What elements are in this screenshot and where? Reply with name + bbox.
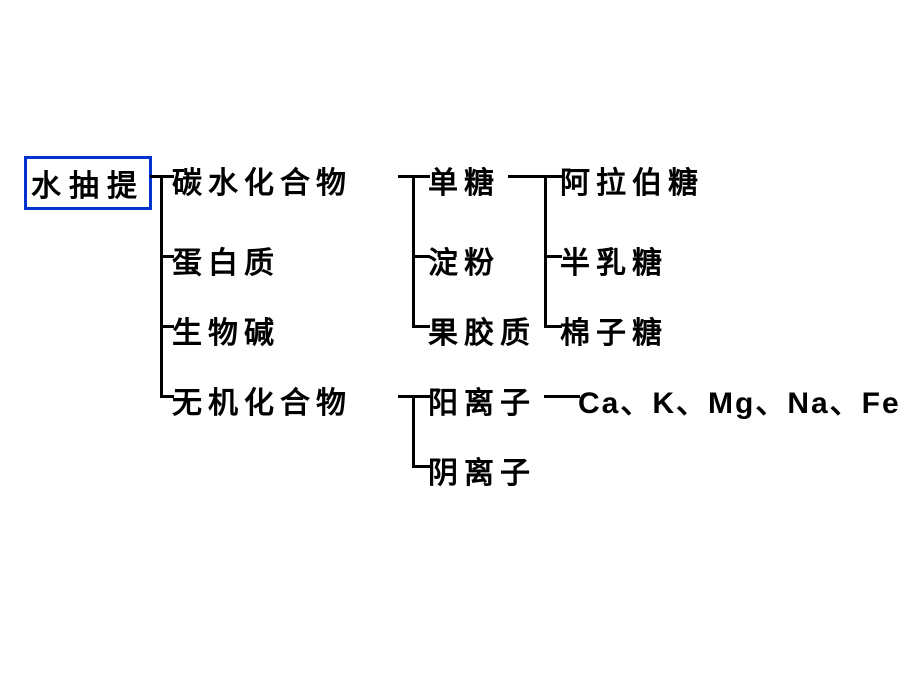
node-raffinose: 棉子糖 <box>560 308 668 352</box>
node-monosaccharide: 单糖 <box>428 158 500 202</box>
node-pectin: 果胶质 <box>428 308 536 352</box>
node-starch: 淀粉 <box>428 238 500 282</box>
tree-root: 水抽提 <box>24 156 152 210</box>
node-arabinose: 阿拉伯糖 <box>560 158 704 202</box>
node-inorganic: 无机化合物 <box>172 378 352 422</box>
node-galactose: 半乳糖 <box>560 238 668 282</box>
node-cation: 阳离子 <box>428 378 536 422</box>
node-protein: 蛋白质 <box>172 238 280 282</box>
node-carbohydrate: 碳水化合物 <box>172 158 352 202</box>
node-alkaloid: 生物碱 <box>172 308 280 352</box>
node-cation-elements: Ca、K、Mg、Na、Fe <box>578 378 901 422</box>
node-anion: 阴离子 <box>428 448 536 492</box>
